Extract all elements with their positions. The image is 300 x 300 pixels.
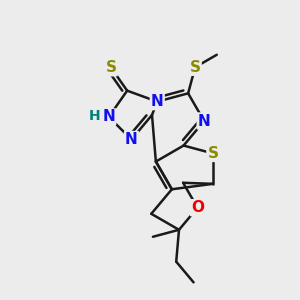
- Text: N: N: [102, 110, 115, 124]
- Text: S: S: [106, 60, 117, 75]
- Text: H: H: [89, 109, 100, 123]
- Text: N: N: [151, 94, 164, 109]
- Text: N: N: [125, 132, 138, 147]
- Text: O: O: [191, 200, 204, 215]
- Text: N: N: [198, 113, 211, 128]
- Text: S: S: [190, 60, 201, 75]
- Text: S: S: [207, 146, 218, 161]
